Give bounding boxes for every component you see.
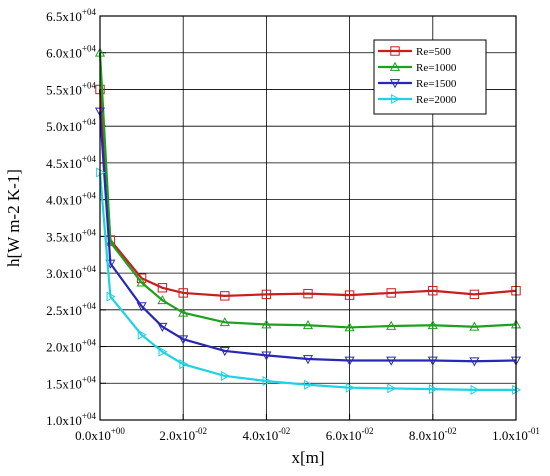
- y-tick-label: 6.5x10+04: [46, 7, 96, 24]
- series-line: [98, 111, 517, 363]
- legend-label: Re=500: [416, 46, 451, 58]
- data-point: [157, 295, 168, 305]
- y-tick-label: 2.0x10+04: [46, 338, 96, 355]
- data-point: [179, 359, 189, 370]
- data-point: [427, 320, 438, 330]
- data-point: [470, 384, 480, 395]
- x-tick-label: 0.0x10+00: [75, 426, 125, 443]
- data-point: [219, 347, 230, 357]
- series-line: [98, 52, 517, 329]
- data-point: [428, 384, 439, 395]
- series-line: [98, 172, 516, 391]
- data-point: [178, 288, 188, 298]
- data-point: [345, 382, 355, 393]
- data-point: [386, 356, 397, 366]
- data-point: [469, 357, 480, 367]
- data-point: [427, 356, 438, 366]
- data-point: [389, 79, 401, 89]
- data-point: [136, 302, 147, 312]
- data-point: [469, 321, 480, 331]
- data-point: [261, 319, 272, 329]
- legend-label: Re=2000: [416, 94, 457, 106]
- legend-label: Re=1500: [416, 78, 457, 90]
- x-tick-label: 1.0x10-01: [492, 426, 540, 443]
- data-point: [387, 383, 397, 394]
- y-tick-label: 6.0x10+04: [46, 44, 96, 61]
- y-tick-label: 1.5x10+04: [46, 374, 96, 391]
- y-tick-label: 4.5x10+04: [46, 154, 96, 171]
- data-point: [137, 329, 147, 340]
- x-axis-label: x[m]: [291, 448, 324, 467]
- data-point: [262, 376, 272, 387]
- x-tick-label: 4.0x10-02: [243, 426, 291, 443]
- data-point: [106, 291, 116, 302]
- data-point: [178, 335, 189, 345]
- y-tick-label: 4.0x10+04: [46, 191, 96, 208]
- data-point: [158, 346, 168, 357]
- plot-frame: [99, 15, 517, 421]
- y-tick-label: 5.0x10+04: [46, 117, 96, 134]
- y-axis-label: h[W m-2 K-1]: [4, 169, 23, 267]
- data-point: [391, 93, 401, 105]
- y-tick-label: 3.0x10+04: [46, 264, 96, 281]
- data-point: [261, 289, 272, 300]
- data-point: [389, 61, 401, 71]
- data-point: [344, 322, 355, 332]
- y-tick-label: 5.5x10+04: [46, 80, 96, 97]
- data-point: [344, 290, 355, 300]
- data-point: [469, 289, 480, 300]
- data-point: [303, 288, 313, 299]
- legend-box: [373, 39, 487, 115]
- data-point: [386, 288, 396, 298]
- y-tick-label: 3.5x10+04: [46, 227, 96, 244]
- data-point: [157, 322, 168, 332]
- data-point: [304, 379, 314, 390]
- y-tick-label: 1.0x10+04: [46, 411, 96, 428]
- data-point: [344, 356, 355, 366]
- x-tick-label: 8.0x10-02: [409, 426, 457, 443]
- legend-label: Re=1000: [416, 62, 457, 74]
- data-point: [157, 283, 168, 293]
- data-point: [302, 355, 314, 365]
- data-point: [220, 291, 230, 301]
- x-tick-label: 6.0x10-02: [326, 426, 374, 443]
- data-point: [386, 320, 397, 330]
- data-point: [178, 307, 189, 317]
- data-point: [261, 351, 272, 361]
- data-point: [302, 320, 314, 330]
- y-tick-label: 2.5x10+04: [46, 301, 96, 318]
- data-point: [220, 370, 231, 381]
- x-tick-label: 2.0x10-02: [159, 426, 207, 443]
- data-point: [390, 46, 400, 56]
- data-point: [428, 286, 438, 296]
- data-point: [136, 277, 147, 287]
- data-point: [219, 317, 230, 327]
